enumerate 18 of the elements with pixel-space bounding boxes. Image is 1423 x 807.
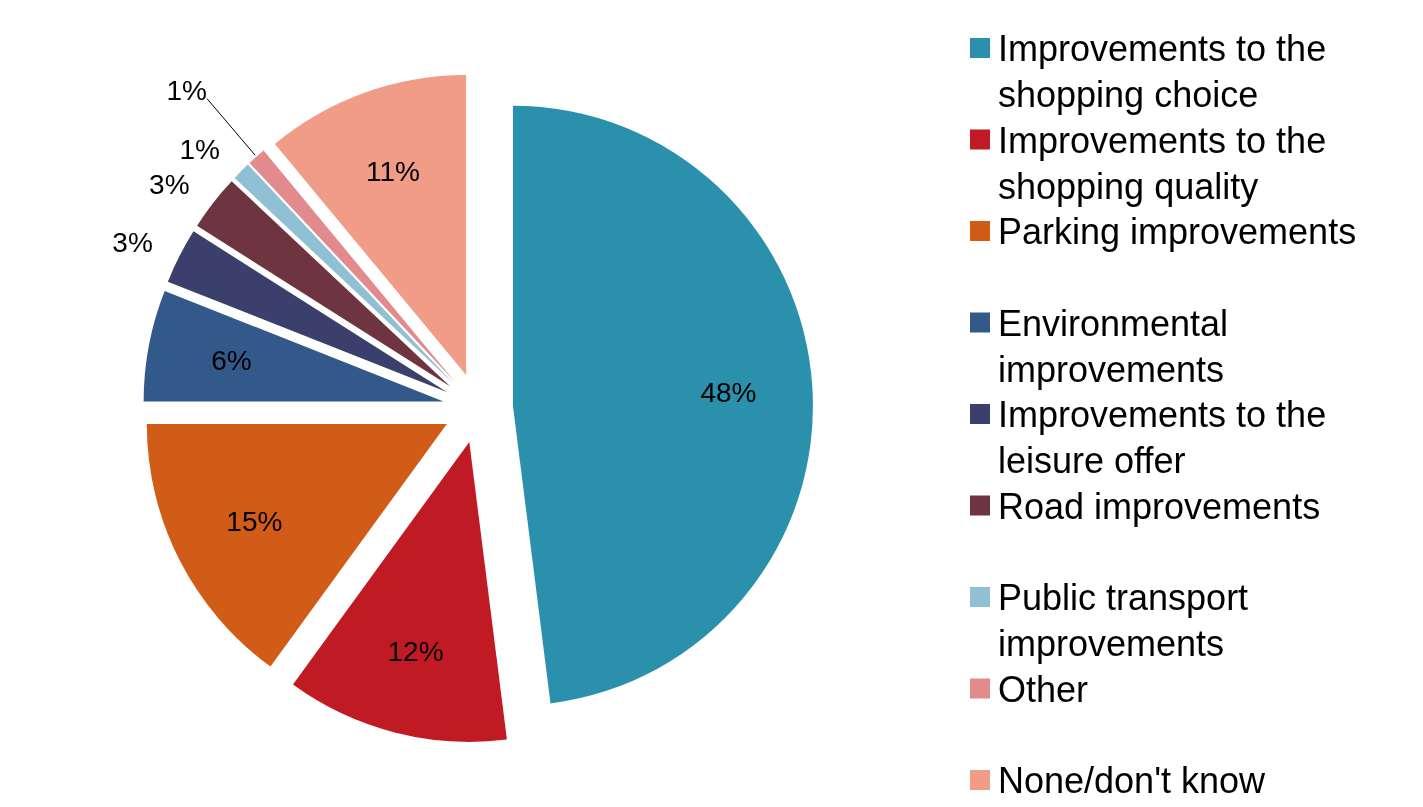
legend-label: Public transport improvements: [998, 576, 1249, 664]
legend-label: Improvements to the leisure offer: [998, 393, 1327, 481]
data-label: 3%: [112, 226, 153, 258]
legend-label: Environmental improvements: [998, 302, 1229, 389]
data-label: 15%: [226, 506, 283, 538]
legend-label: Road improvements: [998, 485, 1321, 526]
legend-label: Other: [998, 668, 1089, 709]
data-label: 1%: [179, 134, 220, 166]
legend-label: Parking improvements: [998, 210, 1357, 252]
data-label: 11%: [365, 156, 420, 188]
data-label: 6%: [211, 345, 252, 377]
data-label: 12%: [387, 635, 444, 667]
data-label: 48%: [700, 376, 757, 408]
legend-label: None/don't know: [998, 759, 1267, 801]
data-label: 3%: [149, 168, 190, 200]
legend-label: Improvements to the shopping quality: [998, 119, 1327, 206]
data-label: 1%: [166, 74, 207, 106]
legend-label: Improvements to the shopping choice: [998, 27, 1327, 115]
